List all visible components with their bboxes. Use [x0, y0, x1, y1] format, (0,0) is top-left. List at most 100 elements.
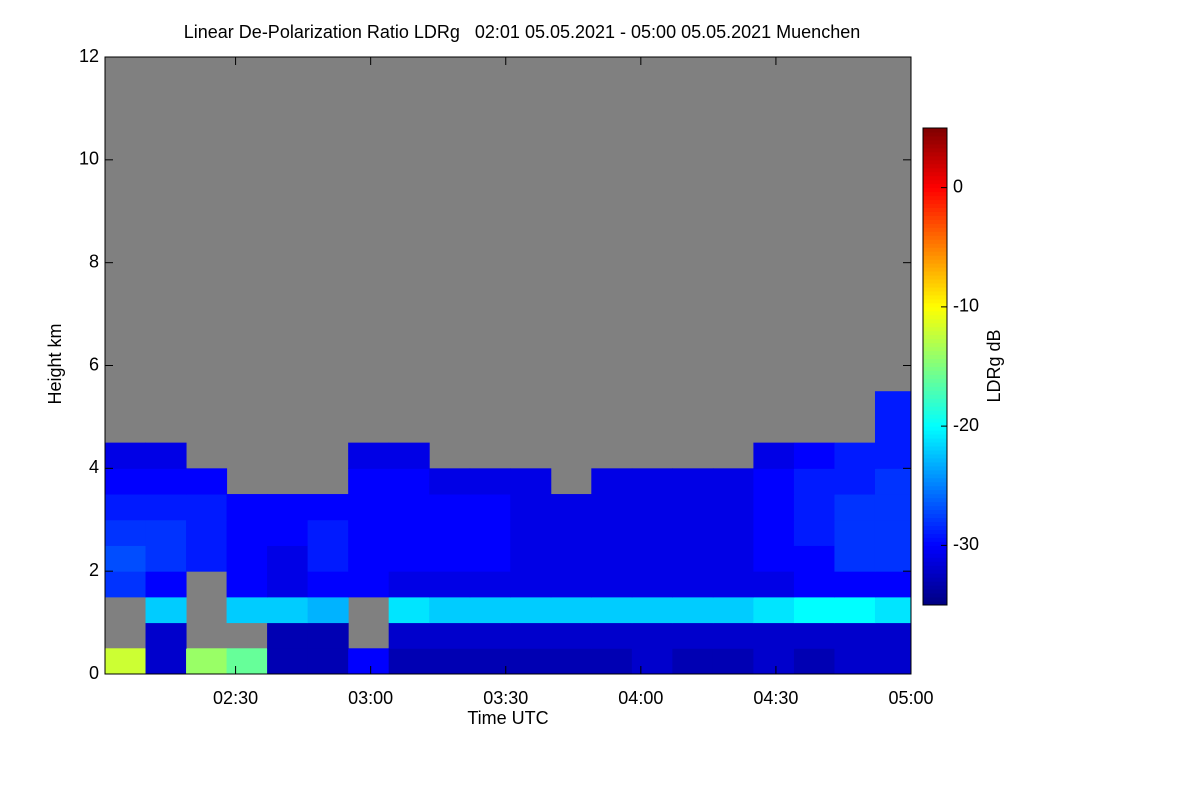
heatmap-cell — [105, 571, 147, 598]
heatmap-cell — [105, 468, 147, 495]
colorbar-swatch — [923, 481, 947, 487]
colorbar-swatch — [923, 163, 947, 169]
heatmap-cell — [348, 519, 390, 546]
heatmap-cell — [631, 571, 673, 598]
colorbar-swatch — [923, 199, 947, 205]
colorbar-swatch — [923, 227, 947, 232]
colorbar-swatch — [923, 215, 947, 220]
heatmap-cell — [793, 648, 835, 674]
heatmap-cell — [145, 519, 187, 546]
heatmap-cell — [510, 494, 552, 521]
colorbar-swatch — [923, 537, 947, 542]
colorbar-swatch — [923, 247, 947, 252]
colorbar-swatch — [923, 219, 947, 224]
colorbar-swatch — [923, 394, 947, 399]
colorbar-swatch — [923, 179, 947, 185]
heatmap-cell — [145, 468, 187, 495]
colorbar-swatch — [923, 449, 947, 455]
colorbar-swatch — [923, 243, 947, 248]
heatmap-cell — [105, 519, 147, 546]
heatmap-cell — [226, 494, 268, 521]
heatmap-cell — [307, 545, 349, 572]
heatmap-cell — [631, 545, 673, 572]
colorbar-swatch — [923, 382, 947, 387]
colorbar-swatch — [923, 159, 947, 165]
heatmap-cell — [550, 494, 592, 521]
colorbar-swatch — [923, 362, 947, 367]
colorbar-swatch — [923, 561, 947, 566]
heatmap-cell — [105, 648, 147, 674]
colorbar-label: LDRg dB — [984, 329, 1004, 402]
colorbar-swatch — [923, 426, 947, 431]
heatmap-cell — [550, 648, 592, 674]
x-tick-label: 04:30 — [753, 688, 798, 708]
heatmap-cell — [793, 622, 835, 649]
heatmap-cell — [226, 571, 268, 598]
heatmap-cell — [388, 622, 430, 649]
colorbar-swatch — [923, 545, 947, 550]
heatmap-cell — [834, 494, 876, 521]
heatmap-cell — [793, 494, 835, 521]
heatmap-cell — [307, 494, 349, 521]
heatmap-cell — [591, 519, 633, 546]
heatmap-cell — [712, 622, 754, 649]
colorbar-swatch — [923, 501, 947, 507]
colorbar-swatch — [923, 131, 947, 137]
colorbar-swatch — [923, 151, 947, 157]
heatmap-cell — [631, 468, 673, 495]
heatmap-cell — [712, 571, 754, 598]
colorbar-swatch — [923, 287, 947, 292]
heatmap-cell — [510, 596, 552, 624]
colorbar-swatch — [923, 290, 947, 296]
heatmap-cell — [388, 442, 430, 469]
colorbar-swatch — [923, 453, 947, 459]
y-axis-label: Height km — [45, 323, 65, 404]
colorbar-swatch — [923, 326, 947, 332]
colorbar-swatch — [923, 128, 947, 133]
heatmap-cell — [226, 596, 268, 624]
heatmap-cell — [631, 494, 673, 521]
heatmap-cell — [186, 468, 228, 495]
colorbar-tick-label: -30 — [953, 534, 979, 554]
heatmap-cell — [591, 468, 633, 495]
heatmap-cell — [753, 622, 795, 649]
colorbar-swatch — [923, 521, 947, 526]
colorbar-swatch — [923, 187, 947, 193]
colorbar-swatch — [923, 601, 947, 606]
colorbar-swatch — [923, 171, 947, 177]
heatmap-cell — [307, 622, 349, 649]
heatmap-cell — [105, 494, 147, 521]
heatmap-cell — [469, 622, 511, 649]
colorbar-swatch — [923, 549, 947, 554]
heatmap-cell — [469, 519, 511, 546]
colorbar-swatch — [923, 410, 947, 415]
colorbar-swatch — [923, 322, 947, 328]
colorbar-frame — [922, 127, 948, 606]
x-tick-label: 03:30 — [483, 688, 528, 708]
heatmap-cell — [307, 519, 349, 546]
heatmap-cell — [186, 494, 228, 521]
heatmap-cell — [753, 545, 795, 572]
colorbar-swatch — [923, 235, 947, 240]
heatmap-cell — [550, 571, 592, 598]
colorbar-swatch — [923, 211, 947, 216]
heatmap-cell — [753, 648, 795, 674]
heatmap-cell — [874, 571, 911, 598]
heatmap-cell — [469, 545, 511, 572]
heatmap-cell — [712, 545, 754, 572]
colorbar-swatch — [923, 259, 947, 264]
colorbar-swatch — [923, 251, 947, 256]
colorbar-swatch — [923, 279, 947, 284]
heatmap-cell — [469, 648, 511, 674]
heatmap-cell — [591, 622, 633, 649]
heatmap-cell — [510, 571, 552, 598]
heatmap-cell — [672, 648, 714, 674]
x-tick-label: 05:00 — [888, 688, 933, 708]
colorbar-swatch — [923, 231, 947, 236]
colorbar-swatch — [923, 310, 947, 316]
colorbar-swatch — [923, 438, 947, 443]
heatmap-cell — [712, 519, 754, 546]
colorbar-tick-label: -10 — [953, 296, 979, 316]
heatmap-cell — [186, 519, 228, 546]
heatmap-cell — [388, 468, 430, 495]
